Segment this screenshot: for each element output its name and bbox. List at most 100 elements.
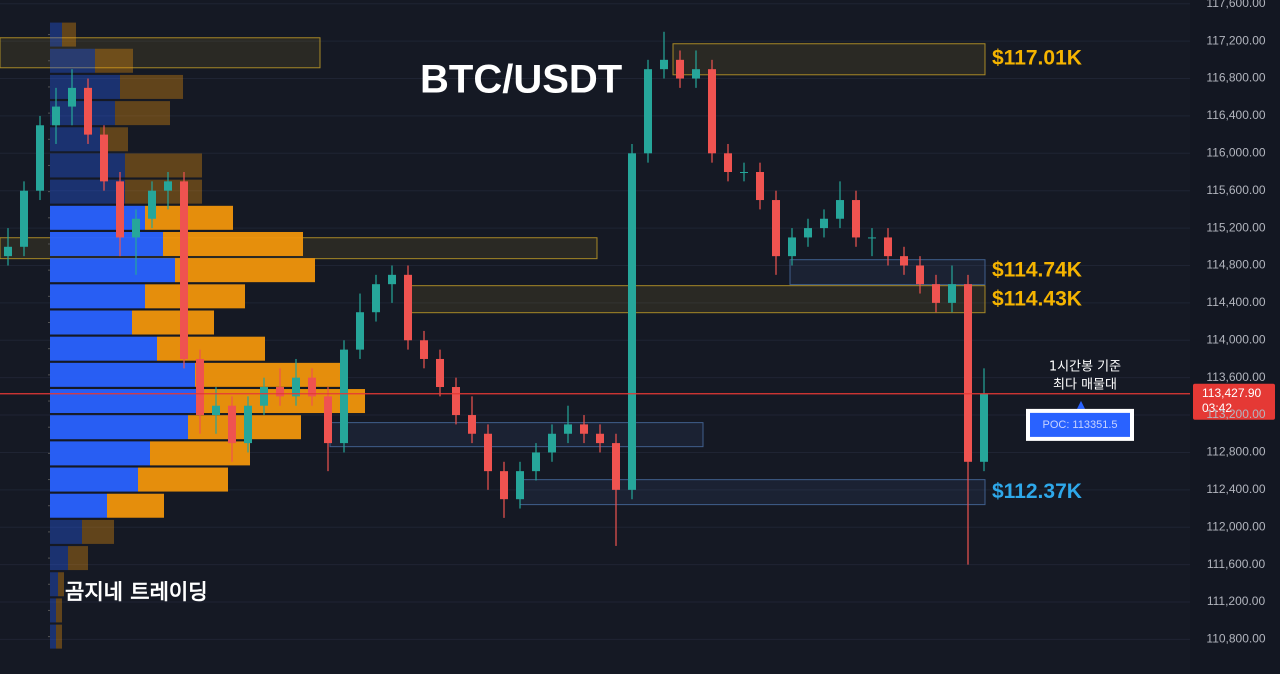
volume-sell xyxy=(95,48,133,73)
candle-body xyxy=(532,452,540,472)
candle-body xyxy=(868,237,876,239)
poc-inner xyxy=(1030,412,1130,437)
candle-body xyxy=(52,106,60,126)
candle-body xyxy=(596,433,604,444)
volume-buy xyxy=(50,389,197,414)
candle-body xyxy=(564,424,572,434)
volume-sell xyxy=(58,572,64,597)
candle-body xyxy=(852,200,860,238)
candle-body xyxy=(244,405,252,444)
y-tick-label: 111,600.00 xyxy=(1207,557,1266,571)
candle-body xyxy=(772,200,780,257)
current-price-tag xyxy=(1193,383,1275,420)
countdown: 03:42 xyxy=(1202,401,1232,415)
candle-body xyxy=(436,358,444,388)
y-tick-label: 115,200.00 xyxy=(1206,220,1265,234)
candle-body xyxy=(548,433,556,453)
zone xyxy=(329,422,704,448)
candle-body xyxy=(980,393,988,462)
volume-sell xyxy=(68,546,88,571)
candle-body xyxy=(36,125,44,191)
volume-buy xyxy=(50,598,56,623)
level-label: $112.37K xyxy=(992,480,1082,503)
candle-body xyxy=(516,471,524,500)
volume-sell xyxy=(125,153,202,178)
candle-body xyxy=(468,415,476,434)
volume-buy xyxy=(50,284,145,309)
y-tick-label: 117,600.00 xyxy=(1206,0,1265,10)
volume-sell xyxy=(82,519,114,544)
volume-buy xyxy=(50,624,56,649)
candle-body xyxy=(740,172,748,174)
y-tick-label: 111,200.00 xyxy=(1207,594,1266,608)
candle-body xyxy=(644,69,652,154)
volume-sell xyxy=(56,624,62,649)
volume-buy xyxy=(50,467,138,492)
current-price-label: 113,427.90 xyxy=(1202,386,1261,400)
candle-body xyxy=(500,471,508,500)
candle-body xyxy=(84,87,92,135)
candle-body xyxy=(484,433,492,472)
volume-buy xyxy=(50,336,157,361)
y-tick-label: 114,400.00 xyxy=(1206,295,1265,309)
chart-title: BTC/USDT xyxy=(420,58,622,102)
annotation: 1시간봉 기준 xyxy=(1049,360,1121,375)
y-tick-label: 114,800.00 xyxy=(1206,258,1265,272)
candle-body xyxy=(180,181,188,359)
volume-buy xyxy=(50,441,150,466)
volume-buy xyxy=(50,101,115,126)
candle-body xyxy=(372,284,380,313)
candle-body xyxy=(4,246,12,257)
volume-buy xyxy=(50,493,107,518)
candle-body xyxy=(676,59,684,79)
zone xyxy=(672,43,986,76)
y-tick-label: 112,800.00 xyxy=(1206,445,1265,459)
candle-body xyxy=(820,218,828,229)
zone xyxy=(0,37,321,69)
candle-body xyxy=(308,377,316,397)
candle-body xyxy=(420,340,428,359)
candle-body xyxy=(292,377,300,397)
volume-sell xyxy=(138,467,228,492)
volume-sell xyxy=(107,493,164,518)
level-label: $117.01K xyxy=(992,46,1082,69)
candle-body xyxy=(164,181,172,191)
volume-sell xyxy=(195,362,345,387)
level-label: $114.74K xyxy=(992,259,1082,282)
candle-body xyxy=(756,172,764,201)
candle-body xyxy=(260,387,268,406)
candle-body xyxy=(276,387,284,397)
volume-buy xyxy=(50,22,62,47)
volume-buy xyxy=(50,258,175,283)
volume-buy xyxy=(50,179,125,204)
candle-body xyxy=(788,237,796,257)
candle-body xyxy=(628,153,636,490)
poc-label: POC: 113351.5 xyxy=(1042,419,1117,431)
zone xyxy=(519,479,986,506)
volume-sell xyxy=(150,441,250,466)
candle-body xyxy=(804,228,812,238)
volume-buy xyxy=(50,362,195,387)
candle-body xyxy=(932,284,940,303)
candle-body xyxy=(916,265,924,285)
price-axis xyxy=(1190,0,1280,674)
volume-buy xyxy=(50,231,163,256)
candle-body xyxy=(660,59,668,70)
volume-buy xyxy=(50,572,58,597)
volume-buy xyxy=(50,153,125,178)
candle-body xyxy=(228,405,236,444)
candle-body xyxy=(948,284,956,303)
y-tick-label: 113,600.00 xyxy=(1206,370,1265,384)
candle-body xyxy=(388,274,396,285)
candle-body xyxy=(100,134,108,182)
candle-body xyxy=(324,396,332,444)
y-tick-label: 116,800.00 xyxy=(1206,71,1265,85)
y-tick-label: 110,800.00 xyxy=(1206,632,1265,646)
volume-buy xyxy=(50,519,82,544)
candle-body xyxy=(356,312,364,350)
volume-sell xyxy=(62,22,76,47)
candle-body xyxy=(452,387,460,416)
level-label: $114.43K xyxy=(992,288,1082,311)
candle-body xyxy=(612,443,620,490)
